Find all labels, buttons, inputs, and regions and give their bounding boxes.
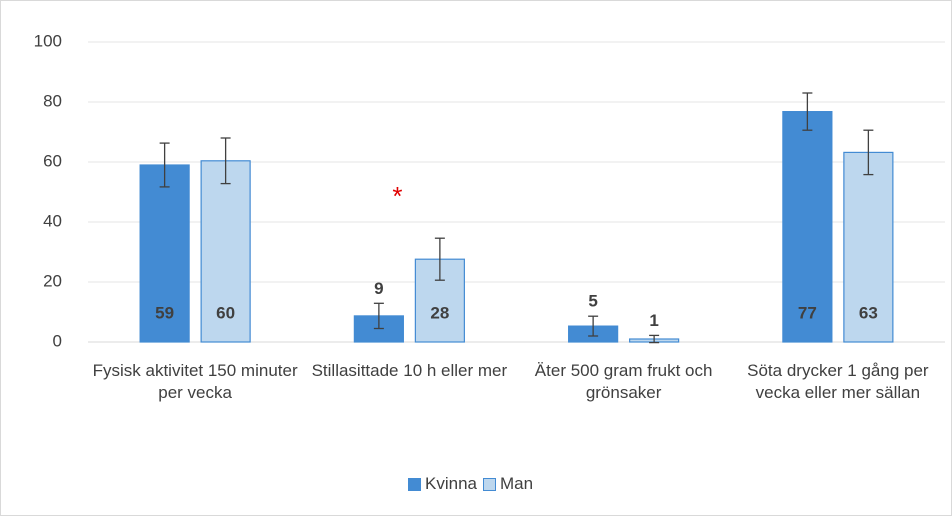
data-label: 5 [588,292,597,311]
data-label: 9 [374,279,383,298]
legend-label: Man [499,474,534,493]
x-tick-label: Äter 500 gram frukt och grönsaker [534,361,713,402]
legend-swatch [408,477,421,491]
y-tick-label: 40 [43,211,62,230]
x-tick-label: Fysisk aktivitet 150 minuter per vecka [92,361,298,402]
y-tick-label: 0 [53,331,62,350]
bar [782,110,833,343]
annotation: * [392,181,402,211]
data-label: 28 [430,303,449,322]
bar [843,151,894,343]
y-tick-label: 20 [43,271,62,290]
bar [200,160,251,343]
x-tick-label: Stillasittade 10 h eller mer [311,361,508,380]
legend-swatch [482,477,496,491]
y-tick-label: 60 [43,151,62,170]
legend: Kvinna Man [408,474,533,494]
y-tick-label: 100 [34,31,62,50]
data-label: 77 [798,303,817,322]
data-label: 59 [155,303,174,322]
x-tick-label: Söta drycker 1 gång per vecka eller mer … [747,361,929,402]
data-label: 63 [859,303,878,322]
legend-label: Kvinna [425,474,477,493]
y-tick-label: 80 [43,91,62,110]
data-label: 60 [216,303,235,322]
data-label: 1 [649,311,658,330]
